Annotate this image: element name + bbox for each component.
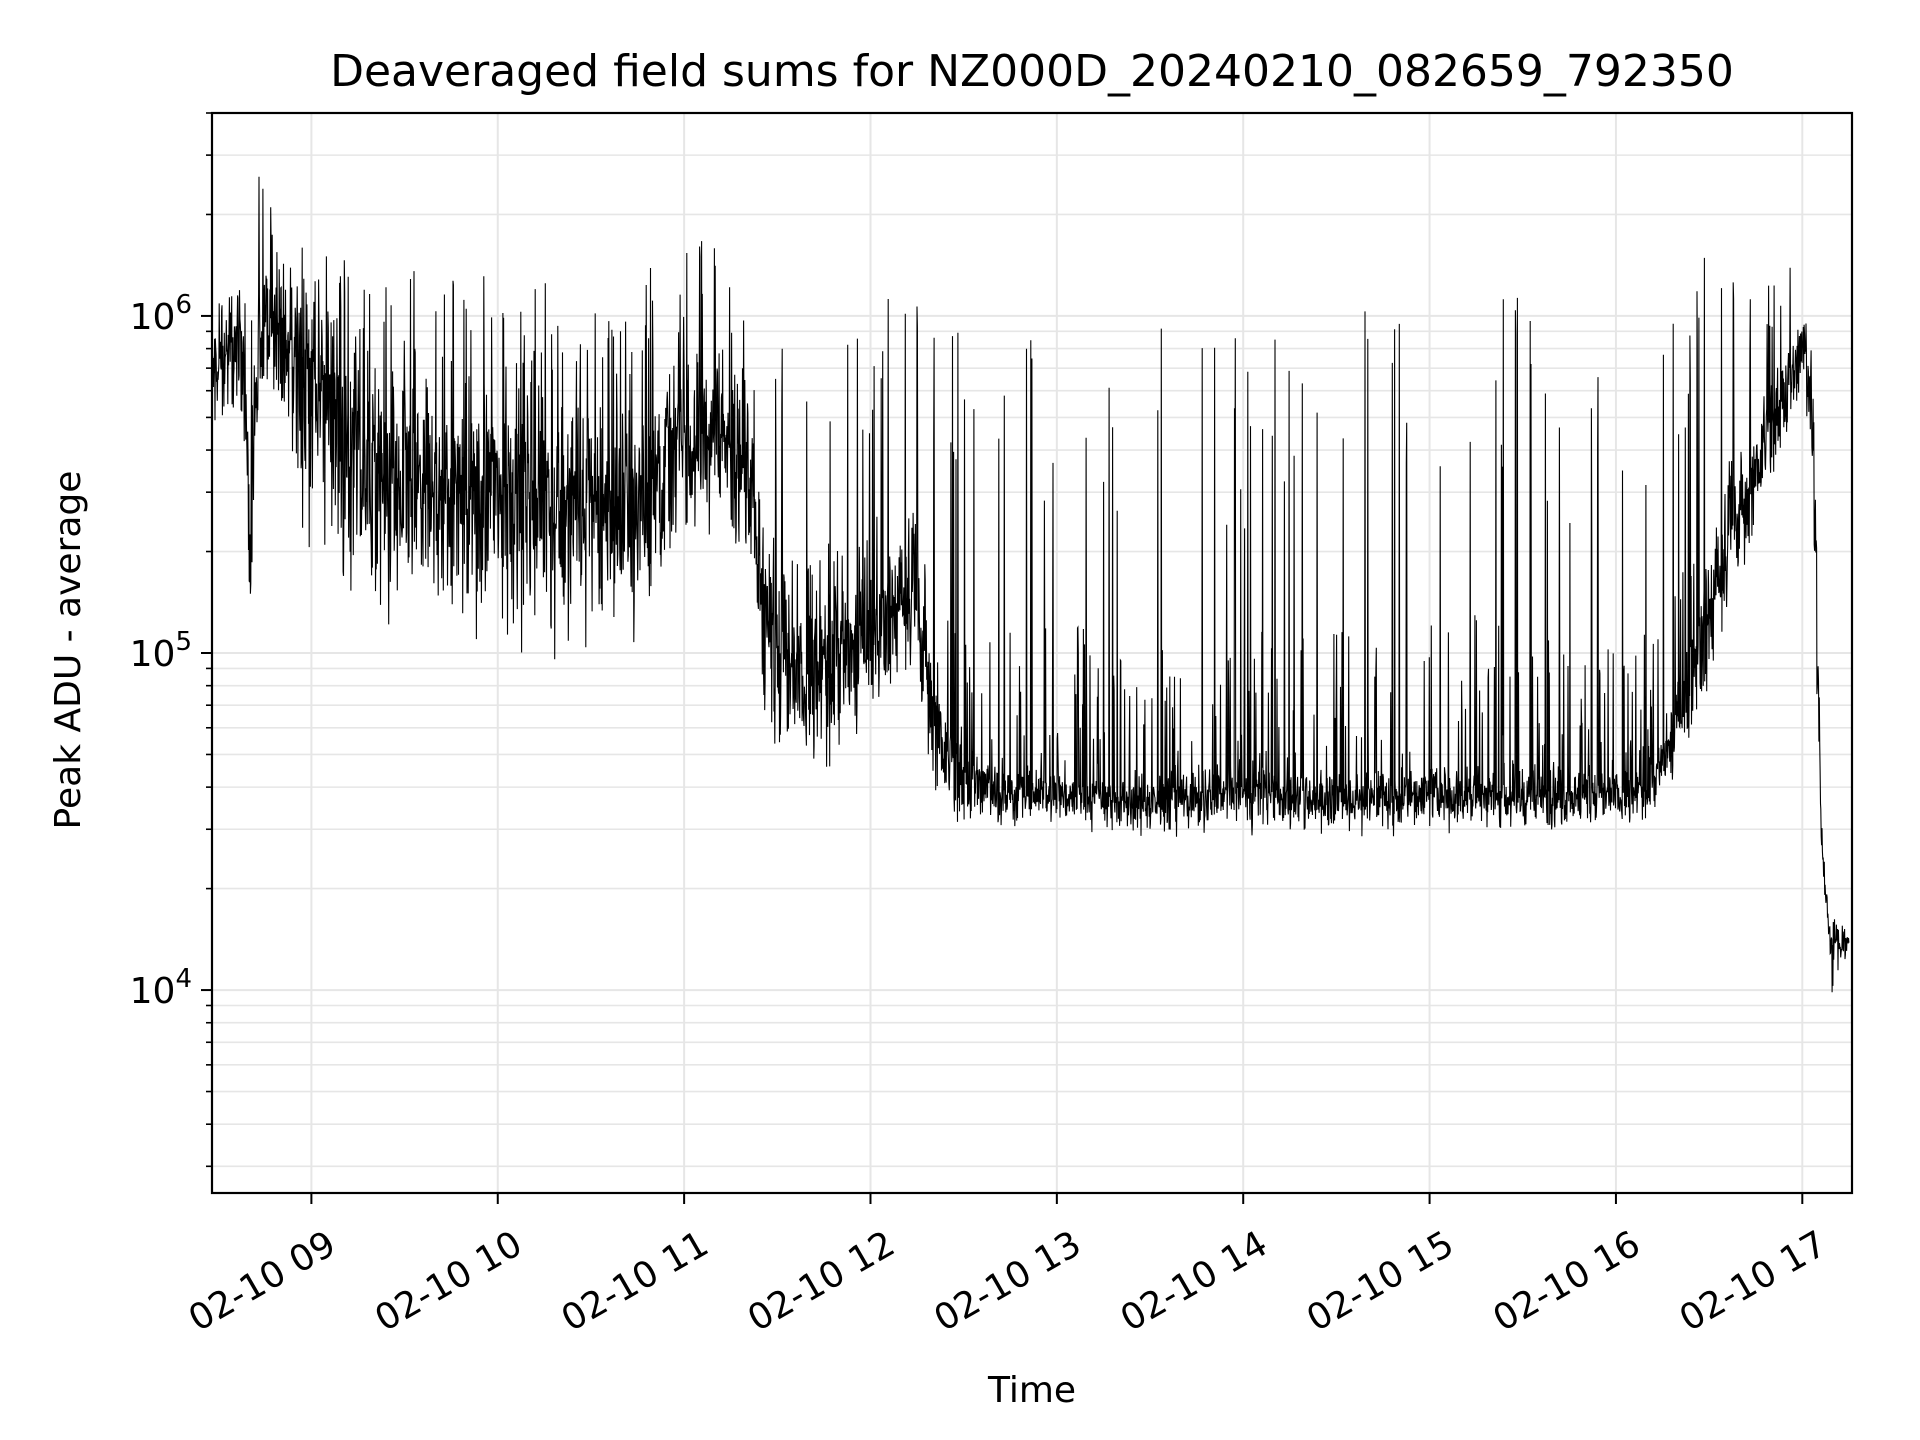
series-polyline [212,176,1850,993]
chart-title: Deaveraged field sums for NZ000D_2024021… [330,46,1734,97]
series-line [212,176,1850,993]
x-axis-label: Time [987,1370,1076,1411]
y-axis-label: Peak ADU - average [48,471,89,830]
y-axis: 104 105 106 [130,112,212,1168]
y-tick-label: 105 [130,627,192,675]
y-tick-label: 106 [130,290,192,338]
y-tick-label: 104 [130,964,192,1012]
